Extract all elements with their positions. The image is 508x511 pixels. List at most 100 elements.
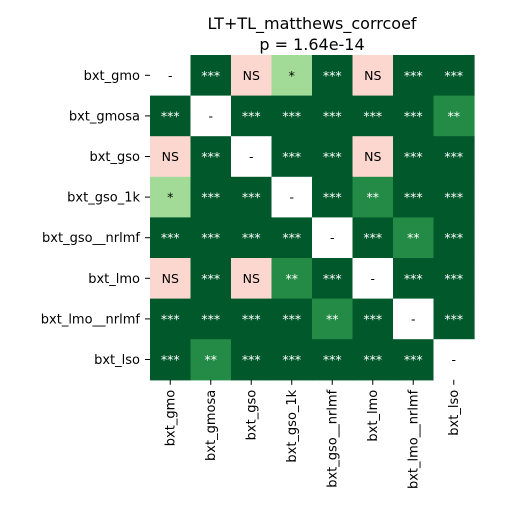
heatmap-cell-r1-c6 bbox=[393, 95, 435, 137]
heatmap-cell-r6-c3 bbox=[271, 298, 313, 340]
cell-label-r2-c0: NS bbox=[162, 149, 179, 164]
heatmap-cell-r4-c6 bbox=[393, 217, 435, 259]
cell-label-r6-c0: *** bbox=[161, 311, 180, 326]
cell-label-r0-c3: * bbox=[289, 68, 295, 83]
cell-label-r5-c0: NS bbox=[162, 271, 179, 286]
y-tick-label: bxt_gmosa bbox=[69, 109, 140, 124]
heatmap-cell-r7-c7 bbox=[433, 339, 475, 381]
heatmap-cells bbox=[150, 55, 475, 381]
heatmap-cell-r6-c0 bbox=[150, 298, 192, 340]
heatmap-cell-r4-c3 bbox=[271, 217, 313, 259]
heatmap-cell-r0-c6 bbox=[393, 55, 435, 97]
heatmap-cell-r2-c7 bbox=[433, 136, 475, 178]
heatmap-cell-r5-c1 bbox=[190, 258, 232, 300]
cell-label-r5-c3: ** bbox=[286, 271, 299, 286]
cell-label-r2-c5: NS bbox=[364, 149, 381, 164]
cell-label-r2-c7: *** bbox=[444, 149, 463, 164]
cell-label-r4-c0: *** bbox=[161, 230, 180, 245]
cell-label-r7-c3: *** bbox=[282, 352, 301, 367]
x-tick-label: bxt_lmo bbox=[366, 390, 381, 442]
cell-label-r0-c0: - bbox=[168, 68, 173, 83]
chart-title: LT+TL_matthews_corrcoef bbox=[207, 14, 416, 34]
y-axis-ticks: bxt_gmo bxt_gmosa bxt_gso bxt_gso_1k bxt_gso… bbox=[41, 69, 150, 368]
cell-label-r7-c5: *** bbox=[363, 352, 382, 367]
cell-label-r3-c3: - bbox=[289, 190, 294, 205]
cell-label-r3-c4: *** bbox=[323, 190, 342, 205]
heatmap-cell-r0-c3 bbox=[271, 55, 313, 97]
cell-label-r6-c1: *** bbox=[201, 311, 220, 326]
cell-label-r6-c4: ** bbox=[326, 311, 339, 326]
heatmap-cell-r1-c2 bbox=[231, 95, 273, 137]
cell-label-r4-c4: - bbox=[330, 230, 335, 245]
heatmap-cell-r5-c7 bbox=[433, 258, 475, 300]
heatmap-cell-r1-c4 bbox=[312, 95, 354, 137]
cell-label-r3-c1: *** bbox=[201, 190, 220, 205]
y-tick-label: bxt_lmo__nrlmf bbox=[41, 312, 141, 327]
cell-label-r7-c0: *** bbox=[161, 352, 180, 367]
cell-label-r0-c2: NS bbox=[243, 68, 260, 83]
cell-label-r7-c2: *** bbox=[242, 352, 261, 367]
y-tick-label: bxt_gso__nrlmf bbox=[42, 231, 140, 246]
cell-label-r1-c7: ** bbox=[448, 108, 461, 123]
cell-label-r6-c6: - bbox=[411, 311, 416, 326]
heatmap-cell-r6-c1 bbox=[190, 298, 232, 340]
y-tick-label: bxt_lmo bbox=[88, 272, 140, 287]
heatmap-cell-r1-c0 bbox=[150, 95, 192, 137]
cell-label-r4-c1: *** bbox=[201, 230, 220, 245]
heatmap-cell-r1-c5 bbox=[352, 95, 394, 137]
y-tick-label: bxt_lso bbox=[94, 353, 140, 368]
cell-label-r2-c3: *** bbox=[282, 149, 301, 164]
x-tick-label: bxt_lmo__nrlmf bbox=[407, 389, 422, 489]
heatmap-cell-r5-c5 bbox=[352, 258, 394, 300]
chart-subtitle: p = 1.64e-14 bbox=[259, 35, 364, 54]
cell-label-r3-c6: *** bbox=[404, 190, 423, 205]
cell-label-r3-c7: *** bbox=[444, 190, 463, 205]
heatmap-cell-r4-c5 bbox=[352, 217, 394, 259]
cell-label-r1-c6: *** bbox=[404, 108, 423, 123]
heatmap-cell-r4-c2 bbox=[231, 217, 273, 259]
heatmap-cell-r0-c2 bbox=[231, 55, 273, 97]
heatmap-cell-r5-c0 bbox=[150, 258, 192, 300]
y-tick-label: bxt_gmo bbox=[84, 69, 140, 84]
cell-label-r5-c2: NS bbox=[243, 271, 260, 286]
heatmap-cell-r6-c5 bbox=[352, 298, 394, 340]
cell-label-r5-c5: - bbox=[370, 271, 375, 286]
cell-label-r4-c3: *** bbox=[282, 230, 301, 245]
cell-label-r6-c7: *** bbox=[444, 311, 463, 326]
x-tick-label: bxt_gso__nrlmf bbox=[326, 389, 341, 487]
heatmap-cell-r6-c6 bbox=[393, 298, 435, 340]
heatmap-cell-r2-c1 bbox=[190, 136, 232, 178]
heatmap-cell-r5-c2 bbox=[231, 258, 273, 300]
cell-label-r2-c6: *** bbox=[404, 149, 423, 164]
heatmap-cell-r6-c4 bbox=[312, 298, 354, 340]
cell-label-r1-c4: *** bbox=[323, 108, 342, 123]
heatmap-cell-r4-c1 bbox=[190, 217, 232, 259]
cell-label-r4-c2: *** bbox=[242, 230, 261, 245]
heatmap-cell-r4-c7 bbox=[433, 217, 475, 259]
heatmap-cell-r7-c4 bbox=[312, 339, 354, 381]
cell-label-r1-c3: *** bbox=[282, 108, 301, 123]
heatmap-cell-r2-c0 bbox=[150, 136, 192, 178]
x-tick-label: bxt_gso_1k bbox=[285, 389, 300, 462]
cell-label-r7-c7: - bbox=[451, 352, 456, 367]
heatmap-cell-r3-c7 bbox=[433, 176, 475, 218]
heatmap-cell-r0-c4 bbox=[312, 55, 354, 97]
cell-label-r4-c6: ** bbox=[407, 230, 420, 245]
heatmap-cell-labels: - *** NS * *** NS *** ****** - *** *** *** *** *** **N… bbox=[161, 68, 463, 367]
cell-label-r4-c5: *** bbox=[363, 230, 382, 245]
x-tick-label: bxt_gso bbox=[245, 390, 260, 441]
cell-label-r3-c0: * bbox=[167, 190, 173, 205]
x-axis-ticks: bxt_gmo bxt_gmosa bxt_gso bxt_gso_1k bxt_gso… bbox=[164, 379, 462, 489]
heatmap-cell-r2-c2 bbox=[231, 136, 273, 178]
cell-label-r3-c5: ** bbox=[367, 190, 380, 205]
x-tick-label: bxt_gmosa bbox=[204, 390, 219, 461]
cell-label-r1-c2: *** bbox=[242, 108, 261, 123]
heatmap-cell-r6-c2 bbox=[231, 298, 273, 340]
cell-label-r0-c6: *** bbox=[404, 68, 423, 83]
heatmap-cell-r3-c0 bbox=[150, 176, 192, 218]
x-tick-label: bxt_lso bbox=[447, 390, 462, 436]
y-tick-label: bxt_gso_1k bbox=[67, 191, 140, 206]
heatmap-cell-r7-c5 bbox=[352, 339, 394, 381]
heatmap-cell-r0-c5 bbox=[352, 55, 394, 97]
